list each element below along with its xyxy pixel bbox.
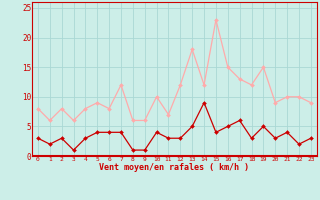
X-axis label: Vent moyen/en rafales ( km/h ): Vent moyen/en rafales ( km/h ) (100, 163, 249, 172)
